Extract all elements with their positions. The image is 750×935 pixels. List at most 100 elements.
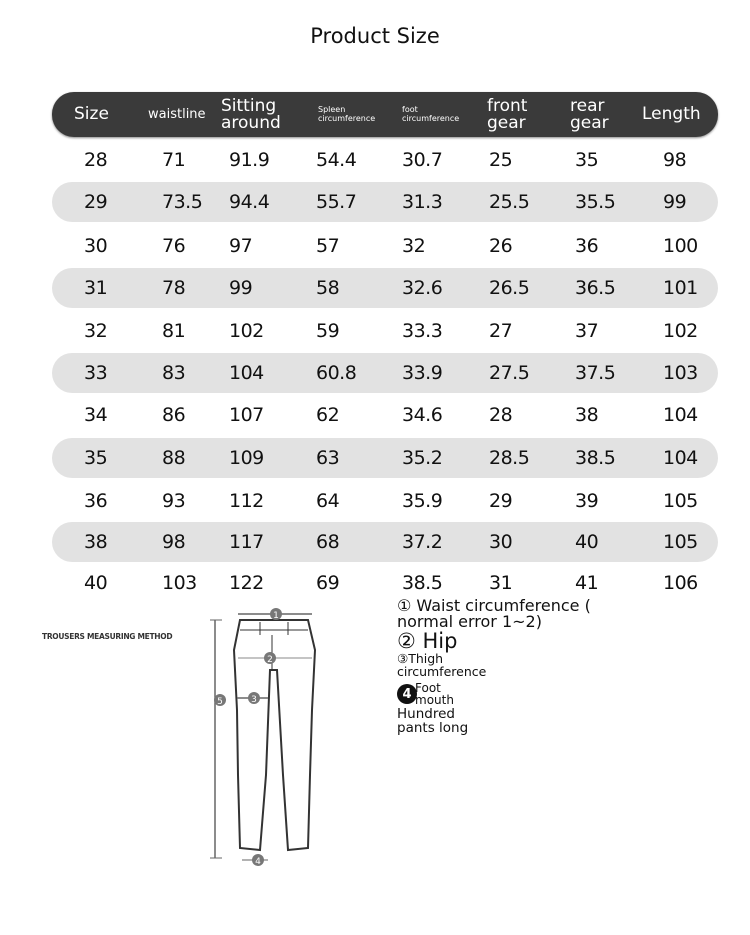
table-cell: 54.4: [316, 149, 357, 171]
legend-waist-2: normal error 1~2): [397, 612, 542, 631]
legend-foot-1: Foot: [415, 681, 441, 695]
table-cell: 25: [489, 149, 513, 171]
table-row: 28 71 91.9 54.4 30.7 25 35 98: [52, 140, 718, 180]
table-cell: 117: [229, 531, 264, 553]
col-foot: foot circumference: [402, 104, 460, 123]
table-cell: 34: [84, 404, 108, 426]
table-cell: 94.4: [229, 191, 270, 213]
table-cell: 32.6: [402, 277, 443, 299]
table-cell: 34.6: [402, 404, 443, 426]
table-cell: 39: [575, 490, 599, 512]
table-cell: 30: [84, 235, 108, 257]
measurement-legend: ① Waist circumference ( normal error 1~2…: [397, 598, 657, 735]
table-row: 33 83 104 60.8 33.9 27.5 37.5 103: [52, 353, 718, 393]
table-cell: 55.7: [316, 191, 357, 213]
table-cell: 29: [489, 490, 513, 512]
table-row: 35 88 109 63 35.2 28.5 38.5 104: [52, 438, 718, 478]
col-spleen: Spleen circumference: [318, 104, 376, 123]
table-cell: 37.5: [575, 362, 616, 384]
table-cell: 103: [663, 362, 698, 384]
table-cell: 59: [316, 320, 340, 342]
table-cell: 71: [162, 149, 186, 171]
table-cell: 105: [663, 531, 698, 553]
table-cell: 35.9: [402, 490, 443, 512]
table-cell: 40: [84, 572, 108, 594]
svg-text:2: 2: [267, 655, 273, 665]
table-cell: 57: [316, 235, 340, 257]
table-cell: 100: [663, 235, 698, 257]
table-cell: 91.9: [229, 149, 270, 171]
legend-length-2: pants long: [397, 719, 469, 736]
table-cell: 122: [229, 572, 264, 594]
table-cell: 33.3: [402, 320, 443, 342]
table-row: 30 76 97 57 32 26 36 100: [52, 226, 718, 266]
marker-1-icon: 1: [270, 608, 282, 621]
table-cell: 69: [316, 572, 340, 594]
table-cell: 36.5: [575, 277, 616, 299]
table-cell: 99: [663, 191, 687, 213]
table-cell: 28.5: [489, 447, 530, 469]
table-cell: 104: [229, 362, 264, 384]
table-cell: 58: [316, 277, 340, 299]
legend-foot-2: mouth: [415, 693, 454, 707]
legend-thigh-1: ③Thigh: [397, 651, 444, 666]
table-cell: 30.7: [402, 149, 443, 171]
table-cell: 86: [162, 404, 186, 426]
table-cell: 37: [575, 320, 599, 342]
diagram-heading: TROUSERS MEASURING METHOD: [42, 632, 173, 641]
col-length: Length: [642, 104, 701, 124]
legend-waist-1: ① Waist circumference (: [397, 596, 591, 615]
table-cell: 106: [663, 572, 698, 594]
table-row: 36 93 112 64 35.9 29 39 105: [52, 481, 718, 521]
table-cell: 83: [162, 362, 186, 384]
marker-4-icon: 4: [252, 854, 264, 867]
table-header: Size waistline Sitting around Spleen cir…: [52, 92, 718, 137]
col-front-gear: front gear: [487, 95, 528, 133]
svg-text:4: 4: [255, 857, 261, 867]
table-cell: 81: [162, 320, 186, 342]
table-cell: 98: [162, 531, 186, 553]
table-cell: 31: [84, 277, 108, 299]
table-cell: 64: [316, 490, 340, 512]
table-cell: 38.5: [575, 447, 616, 469]
table-cell: 60.8: [316, 362, 357, 384]
marker-2-icon: 2: [264, 652, 276, 665]
table-cell: 112: [229, 490, 264, 512]
page-title: Product Size: [310, 24, 440, 48]
table-cell: 103: [162, 572, 197, 594]
svg-text:5: 5: [217, 697, 223, 707]
table-cell: 88: [162, 447, 186, 469]
table-cell: 98: [663, 149, 687, 171]
table-cell: 27.5: [489, 362, 530, 384]
svg-text:1: 1: [273, 611, 279, 621]
table-cell: 35.2: [402, 447, 443, 469]
table-cell: 93: [162, 490, 186, 512]
table-row: 34 86 107 62 34.6 28 38 104: [52, 395, 718, 435]
table-cell: 36: [575, 235, 599, 257]
col-waistline: waistline: [148, 107, 206, 122]
table-row: 29 73.5 94.4 55.7 31.3 25.5 35.5 99: [52, 182, 718, 222]
table-cell: 31: [489, 572, 513, 594]
marker-3-icon: 3: [248, 692, 260, 705]
col-sitting-around: Sitting around: [221, 95, 281, 133]
table-cell: 102: [229, 320, 264, 342]
col-size: Size: [74, 104, 109, 124]
legend-hip: ② Hip: [397, 629, 458, 653]
table-cell: 33.9: [402, 362, 443, 384]
table-cell: 28: [489, 404, 513, 426]
table-cell: 29: [84, 191, 108, 213]
marker-5-icon: 5: [214, 694, 226, 707]
legend-length-1: Hundred: [397, 706, 455, 722]
table-cell: 38: [84, 531, 108, 553]
table-cell: 41: [575, 572, 599, 594]
table-cell: 104: [663, 447, 698, 469]
table-cell: 38.5: [402, 572, 443, 594]
svg-text:3: 3: [251, 695, 257, 705]
table-cell: 105: [663, 490, 698, 512]
table-cell: 68: [316, 531, 340, 553]
table-cell: 73.5: [162, 191, 203, 213]
table-cell: 32: [84, 320, 108, 342]
table-cell: 32: [402, 235, 426, 257]
table-cell: 99: [229, 277, 253, 299]
